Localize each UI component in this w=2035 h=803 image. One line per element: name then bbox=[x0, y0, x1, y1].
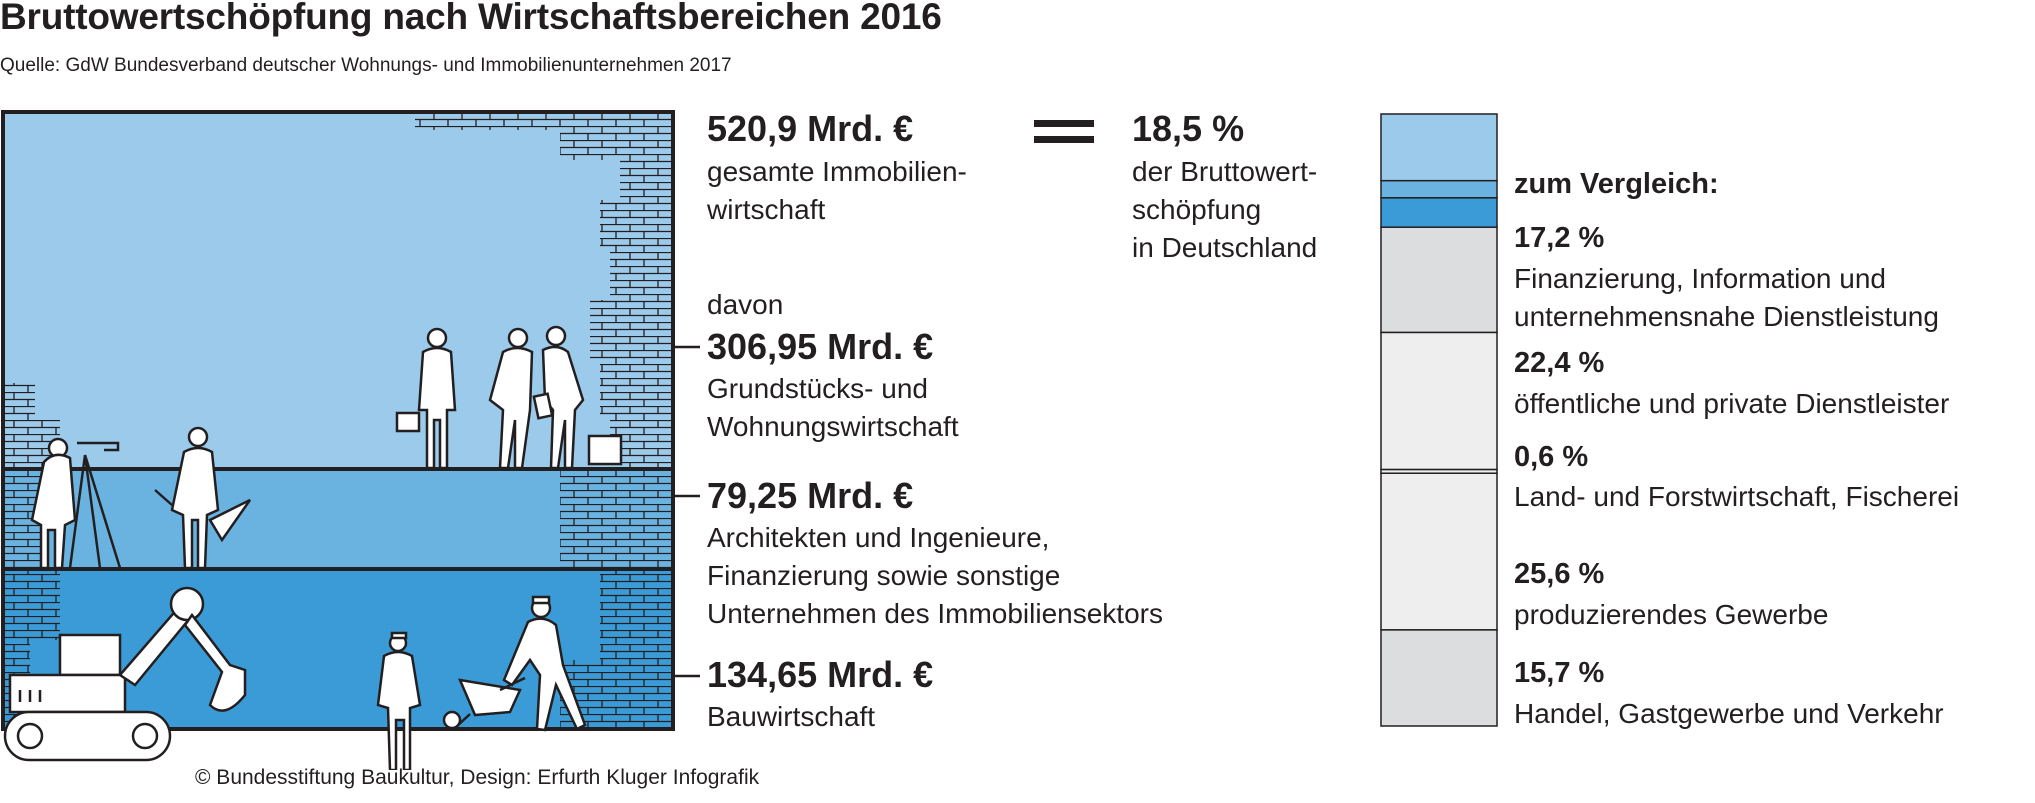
segment-1-label-line1: Grundstücks- und bbox=[707, 373, 928, 404]
stack-segment-1 bbox=[1380, 113, 1498, 182]
workers-bottom-floor bbox=[376, 595, 587, 770]
share-label-line1: der Bruttowert- bbox=[1132, 156, 1318, 187]
brick-wall-bottom-right bbox=[560, 569, 673, 729]
people-top-floor bbox=[395, 325, 623, 470]
davon-label: davon bbox=[707, 289, 784, 320]
comparison-2-label-line1: öffentliche und private Dienstleister bbox=[1514, 388, 1950, 419]
comparison-4-value: 25,6 % bbox=[1514, 558, 1605, 590]
segment-3-label-line1: Bauwirtschaft bbox=[707, 701, 876, 732]
stack-segment-3 bbox=[1380, 197, 1498, 228]
segment-2-value: 79,25 Mrd. € bbox=[707, 475, 914, 516]
building-frame bbox=[1, 110, 675, 731]
chart-title: Bruttowertschöpfung nach Wirtschaftsbere… bbox=[0, 0, 942, 37]
stack-segment-8 bbox=[1380, 629, 1498, 727]
comparison-5-label-line1: Handel, Gastgewerbe und Verkehr bbox=[1514, 698, 1944, 729]
total-label-line2: wirtschaft bbox=[707, 194, 826, 225]
comparison-3-value: 0,6 % bbox=[1514, 441, 1589, 473]
total-label-line1: gesamte Immobilien- bbox=[707, 156, 967, 187]
comparison-1-value: 17,2 % bbox=[1514, 222, 1605, 254]
comparison-4-label-line1: produzierendes Gewerbe bbox=[1514, 599, 1829, 630]
segment-3-value: 134,65 Mrd. € bbox=[707, 654, 934, 695]
comparison-3-label-line1: Land- und Forstwirtschaft, Fischerei bbox=[1514, 481, 1960, 512]
brick-wall-top-left bbox=[3, 383, 60, 469]
segment-1-value: 306,95 Mrd. € bbox=[707, 326, 934, 367]
share-label-line2: schöpfung bbox=[1132, 194, 1262, 225]
brick-wall-top-right bbox=[415, 112, 673, 469]
construction-illustration bbox=[1, 110, 700, 770]
segment-2-label-line1: Architekten und Ingenieure, bbox=[707, 522, 1050, 553]
people-middle-floor bbox=[30, 426, 252, 570]
comparison-1-label-line1: Finanzierung, Information und bbox=[1514, 263, 1886, 294]
comparison-heading: zum Vergleich: bbox=[1514, 168, 1719, 200]
stack-segment-5 bbox=[1380, 331, 1498, 471]
share-label-line3: in Deutschland bbox=[1132, 232, 1318, 263]
stack-segment-4 bbox=[1380, 226, 1498, 334]
excavator bbox=[3, 586, 247, 762]
chart-source: Quelle: GdW Bundesverband deutscher Wohn… bbox=[0, 55, 732, 76]
stack-segment-7 bbox=[1380, 472, 1498, 631]
comparison-2-value: 22,4 % bbox=[1514, 347, 1605, 379]
segment-2-label-line2: Finanzierung sowie sonstige bbox=[707, 560, 1061, 591]
brick-wall-middle-left bbox=[3, 469, 40, 569]
comparison-5-value: 15,7 % bbox=[1514, 657, 1605, 689]
total-value: 520,9 Mrd. € bbox=[707, 108, 914, 149]
comparison-1-label-line2: unternehmensnahe Dienstleistung bbox=[1514, 301, 1939, 332]
segment-1-label-line2: Wohnungswirtschaft bbox=[707, 411, 959, 442]
share-value: 18,5 % bbox=[1132, 108, 1245, 149]
equals-sign-icon bbox=[1034, 120, 1094, 143]
stack-segment-2 bbox=[1380, 179, 1498, 199]
brick-wall-middle-right bbox=[560, 469, 673, 569]
credit-line: © Bundesstiftung Baukultur, Design: Erfu… bbox=[195, 766, 760, 789]
segment-2-label-line3: Unternehmen des Immobiliensektors bbox=[707, 598, 1163, 629]
